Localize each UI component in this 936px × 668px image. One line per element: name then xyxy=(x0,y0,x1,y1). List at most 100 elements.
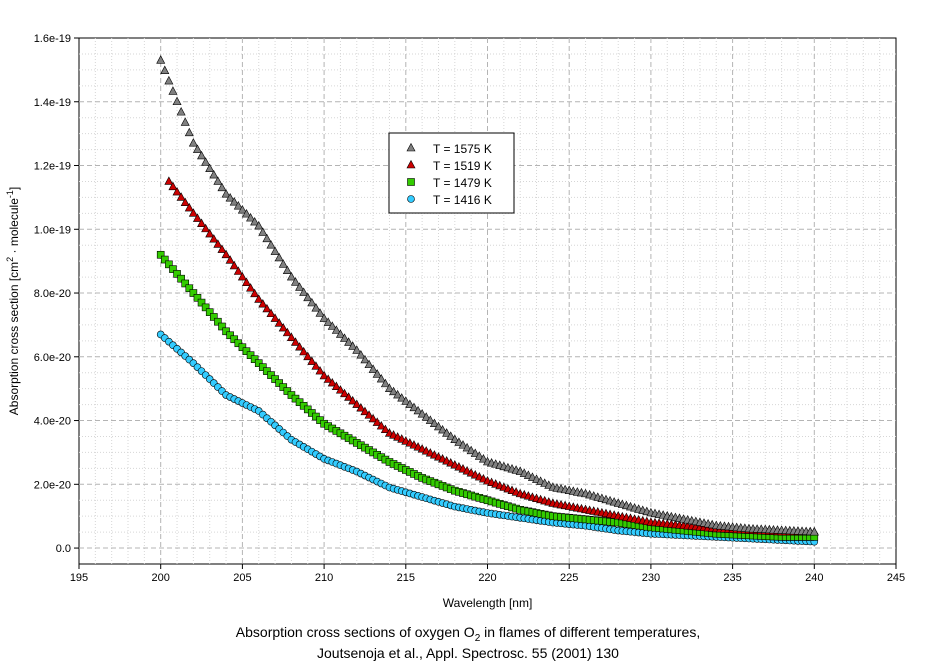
marker-1479K xyxy=(275,379,283,387)
marker-1575K xyxy=(352,345,362,354)
marker-1575K xyxy=(286,271,296,281)
marker-1479K xyxy=(283,387,292,395)
major-grid xyxy=(79,38,896,564)
legend-symbol-1575K xyxy=(406,142,416,152)
y-tick-label: 1.4e-19 xyxy=(34,97,71,109)
marker-1575K xyxy=(360,354,370,364)
marker-1575K xyxy=(372,369,382,378)
marker-1519K xyxy=(225,255,235,264)
marker-1575K xyxy=(380,378,390,388)
caption-text-b: in flames of different temperatures, xyxy=(480,624,701,640)
y-tick-label: 2.0e-20 xyxy=(34,479,71,491)
marker-1575K xyxy=(164,75,174,85)
marker-1575K xyxy=(368,364,378,373)
marker-1575K xyxy=(474,451,484,460)
marker-1575K xyxy=(311,303,321,312)
marker-1575K xyxy=(446,431,456,440)
x-tick-label: 215 xyxy=(397,572,415,584)
marker-1575K xyxy=(237,205,247,214)
marker-1519K xyxy=(299,346,309,356)
x-tick-label: 235 xyxy=(723,572,741,584)
marker-1519K xyxy=(164,176,174,185)
marker-1575K xyxy=(809,526,819,536)
x-tick-label: 195 xyxy=(70,572,88,584)
marker-1519K xyxy=(323,374,333,383)
marker-1575K xyxy=(401,396,411,405)
marker-1575K xyxy=(397,393,407,402)
marker-1519K xyxy=(270,313,280,322)
marker-1575K xyxy=(327,321,337,330)
marker-1575K xyxy=(274,252,284,262)
marker-1519K xyxy=(241,277,251,286)
legend: T = 1575 K T = 1519 K T = 1479 K T = 141… xyxy=(388,132,515,214)
marker-1479K xyxy=(250,355,259,363)
marker-1575K xyxy=(172,96,182,106)
marker-1575K xyxy=(413,405,423,415)
data-markers xyxy=(156,55,819,546)
x-tick-label: 245 xyxy=(887,572,905,584)
marker-1575K xyxy=(299,287,309,296)
marker-1519K xyxy=(246,283,256,292)
marker-1479K xyxy=(156,250,165,259)
marker-1519K xyxy=(291,337,301,346)
marker-1575K xyxy=(466,445,476,455)
marker-1575K xyxy=(376,373,386,383)
marker-1575K xyxy=(425,415,435,424)
marker-1575K xyxy=(213,176,223,185)
marker-1479K xyxy=(160,255,169,264)
marker-1575K xyxy=(270,246,280,255)
legend-symbol-1416K xyxy=(407,195,415,203)
marker-1519K xyxy=(274,318,284,327)
marker-1575K xyxy=(291,277,301,286)
marker-1479K xyxy=(226,331,234,340)
marker-1575K xyxy=(282,265,292,275)
marker-1479K xyxy=(218,322,226,331)
marker-1479K xyxy=(177,274,185,283)
marker-1575K xyxy=(458,440,468,449)
x-tick-label: 225 xyxy=(560,572,578,584)
marker-1575K xyxy=(209,169,219,179)
marker-1519K xyxy=(335,385,345,394)
y-axis-title-mid: · molecule xyxy=(7,198,21,257)
marker-1519K xyxy=(168,181,178,191)
marker-1575K xyxy=(454,437,464,446)
y-axis-title-sup1: 2 xyxy=(5,257,15,262)
marker-1575K xyxy=(462,442,472,452)
marker-1479K xyxy=(210,313,218,321)
marker-1519K xyxy=(380,424,390,434)
figure-caption-line-1: Absorption cross sections of oxygen O2 i… xyxy=(0,624,936,644)
marker-1479K xyxy=(193,294,202,302)
marker-1575K xyxy=(217,182,227,192)
x-tick-label: 200 xyxy=(152,572,170,584)
marker-1575K xyxy=(254,220,264,230)
marker-1519K xyxy=(192,213,202,222)
marker-1575K xyxy=(221,189,231,198)
marker-1519K xyxy=(258,299,268,308)
marker-1519K xyxy=(266,308,276,318)
marker-1519K xyxy=(184,202,194,212)
marker-1479K xyxy=(173,270,181,278)
x-tick-label: 205 xyxy=(233,572,251,584)
legend-label-1519: T = 1519 K xyxy=(433,159,492,173)
marker-1519K xyxy=(282,327,292,337)
legend-symbol-1479K xyxy=(407,178,415,186)
marker-1519K xyxy=(237,271,247,281)
y-tick-label: 8.0e-20 xyxy=(34,288,71,300)
marker-1519K xyxy=(368,413,378,423)
marker-1519K xyxy=(376,420,386,430)
marker-1519K xyxy=(254,294,264,303)
marker-1575K xyxy=(176,106,186,116)
y-tick-label: 4.0e-20 xyxy=(34,416,71,428)
marker-1479K xyxy=(165,260,173,269)
marker-1575K xyxy=(315,308,325,317)
marker-1519K xyxy=(372,417,382,426)
marker-1575K xyxy=(278,259,288,268)
marker-1575K xyxy=(246,212,256,222)
x-tick-label: 210 xyxy=(315,572,333,584)
marker-1519K xyxy=(319,370,329,380)
marker-1575K xyxy=(417,409,427,418)
marker-1575K xyxy=(156,55,166,64)
marker-1575K xyxy=(335,329,345,338)
y-axis: 0.0 2.0e-20 4.0e-20 6.0e-20 8.0e-20 1.0e-19 1.… xyxy=(34,33,79,555)
marker-1575K xyxy=(319,313,329,322)
